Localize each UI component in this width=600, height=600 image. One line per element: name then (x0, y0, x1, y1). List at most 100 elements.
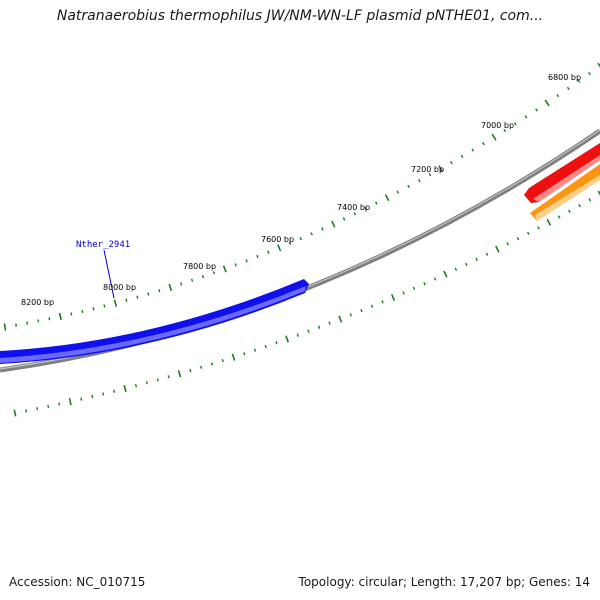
ruler-tick (68, 398, 72, 406)
ruler-tick (578, 203, 581, 208)
ruler-tick (381, 300, 384, 304)
ruler-tick (288, 241, 292, 245)
ruler-tick (577, 79, 581, 83)
ruler-tick (588, 198, 592, 202)
ruler-tick (36, 407, 39, 411)
inner-tick-ring (13, 190, 600, 417)
gene-blue-nther-2941[interactable] (0, 279, 309, 364)
ruler-tick (48, 317, 51, 321)
ruler-tick (328, 321, 331, 325)
ruler-tick (495, 245, 500, 253)
ruler-tick (566, 86, 570, 91)
ruler-tick (180, 282, 183, 286)
ruler-tick (491, 133, 497, 141)
tick-labels: 6800 bp 7000 bp 7200 bp 7400 bp 7600 bp … (21, 73, 581, 307)
topology-summary: Topology: circular; Length: 17,207 bp; G… (298, 575, 590, 589)
tick-label-7200: 7200 bp (411, 165, 444, 174)
ruler-tick (134, 384, 138, 388)
ruler-tick (156, 378, 159, 382)
ruler-tick (136, 295, 139, 299)
ruler-tick (234, 263, 237, 267)
tick-label-7000: 7000 bp (481, 121, 514, 130)
ruler-tick (113, 389, 116, 393)
ruler-tick (168, 283, 173, 291)
ruler-tick (47, 404, 50, 408)
gene-arrow-orange-shade (535, 175, 600, 221)
ruler-tick (210, 362, 214, 366)
gene-label-nther-2941[interactable]: Nther_2941 (76, 240, 130, 250)
ruler-tick (285, 335, 290, 343)
ruler-tick (364, 206, 367, 211)
ruler-tick (503, 128, 507, 133)
ruler-tick (360, 309, 363, 313)
ruler-tick (80, 397, 83, 401)
ruler-tick (92, 307, 95, 311)
ruler-tick (537, 226, 540, 230)
ruler-tick (13, 409, 17, 417)
tick-label-7400: 7400 bp (337, 203, 370, 212)
ruler-tick (443, 270, 448, 278)
ruler-tick (349, 313, 353, 317)
ruler-tick (407, 184, 410, 189)
ruler-tick (321, 227, 324, 231)
tick-label-7600: 7600 bp (261, 235, 294, 244)
ruler-tick (454, 267, 458, 271)
ruler-tick (412, 286, 416, 291)
ruler-tick (231, 353, 236, 361)
ruler-tick (524, 115, 528, 119)
ruler-tick (535, 108, 538, 112)
ruler-tick (189, 368, 192, 373)
ruler-tick (25, 409, 28, 413)
ruler-tick (482, 142, 485, 146)
ruler-tick (307, 329, 310, 333)
backbone-arc (0, 128, 600, 373)
gene-arrow-orange[interactable] (530, 164, 600, 221)
gene-arrow-red[interactable] (524, 143, 600, 203)
ruler-tick (568, 209, 571, 213)
gene-arrow-blue[interactable] (0, 279, 309, 364)
ruler-tick (212, 271, 216, 275)
gene-arrow-red-shade (533, 155, 600, 202)
ruler-tick (123, 384, 127, 393)
gene-label-leader-line (103, 249, 115, 299)
ruler-tick (81, 309, 84, 314)
ruler-tick (375, 201, 378, 205)
ruler-tick (201, 274, 205, 279)
ruler-tick (253, 348, 257, 352)
ruler-tick (526, 231, 530, 235)
gene-orange[interactable] (530, 164, 600, 221)
tick-label-6800: 6800 bp (548, 73, 581, 82)
ruler-tick (200, 365, 203, 369)
ruler-tick (449, 160, 453, 165)
ruler-tick (513, 122, 517, 126)
ruler-tick (58, 312, 62, 320)
ruler-tick (556, 94, 560, 98)
ruler-tick (342, 217, 346, 221)
ruler-tick (222, 265, 227, 273)
gene-red[interactable] (524, 143, 600, 203)
ruler-tick (557, 215, 561, 219)
ruler-tick (26, 321, 29, 325)
ruler-tick (277, 244, 282, 252)
ruler-tick (384, 194, 390, 202)
ruler-tick (299, 236, 303, 241)
ruler-tick (428, 173, 432, 177)
ruler-tick (147, 292, 150, 296)
ruler-tick (485, 252, 489, 256)
ruler-tick (396, 190, 400, 194)
ruler-tick (417, 178, 421, 183)
ruler-tick (310, 232, 313, 236)
ruler-tick (370, 304, 374, 308)
tick-label-8000: 8000 bp (103, 283, 136, 292)
ruler-tick (423, 282, 426, 286)
ruler-tick (190, 278, 194, 282)
ruler-tick (402, 291, 405, 295)
ruler-tick (103, 304, 106, 308)
ruler-tick (546, 218, 552, 226)
map-title: Natranaerobius thermophilus JW/NM-WN-LF … (56, 8, 544, 24)
ruler-tick (597, 190, 600, 196)
ruler-tick (460, 154, 464, 159)
ruler-tick (597, 62, 600, 68)
ruler-tick (167, 375, 170, 379)
ruler-tick (221, 358, 224, 363)
